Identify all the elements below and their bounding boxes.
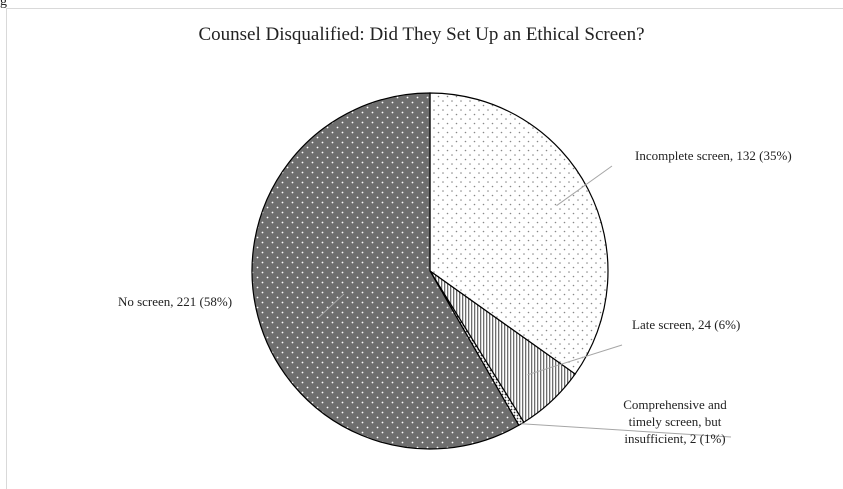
chart-title: Counsel Disqualified: Did They Set Up an… — [198, 24, 645, 45]
chart-frame — [6, 8, 843, 489]
data-label-line: Incomplete screen, 132 (35%) — [635, 148, 792, 163]
pie-slice-no-screen — [251, 92, 520, 450]
figure-label: g — [0, 0, 7, 9]
data-label: Late screen, 24 (6%) — [632, 317, 740, 332]
pie-slice-incomplete-screen — [429, 92, 609, 375]
data-label-line: timely screen, but — [629, 414, 722, 429]
leader-line — [556, 165, 613, 207]
data-label: Incomplete screen, 132 (35%) — [635, 148, 792, 163]
data-label-line: Late screen, 24 (6%) — [632, 317, 740, 332]
data-label-line: Comprehensive and — [623, 397, 727, 412]
data-label-line: insufficient, 2 (1%) — [624, 431, 725, 446]
data-label-line: No screen, 221 (58%) — [118, 294, 232, 309]
data-label: Comprehensive and timely screen, but insuf… — [623, 397, 727, 446]
leader-line — [521, 423, 732, 438]
leader-line — [317, 293, 345, 319]
leader-line — [527, 344, 623, 376]
data-label: No screen, 221 (58%) — [118, 294, 232, 309]
